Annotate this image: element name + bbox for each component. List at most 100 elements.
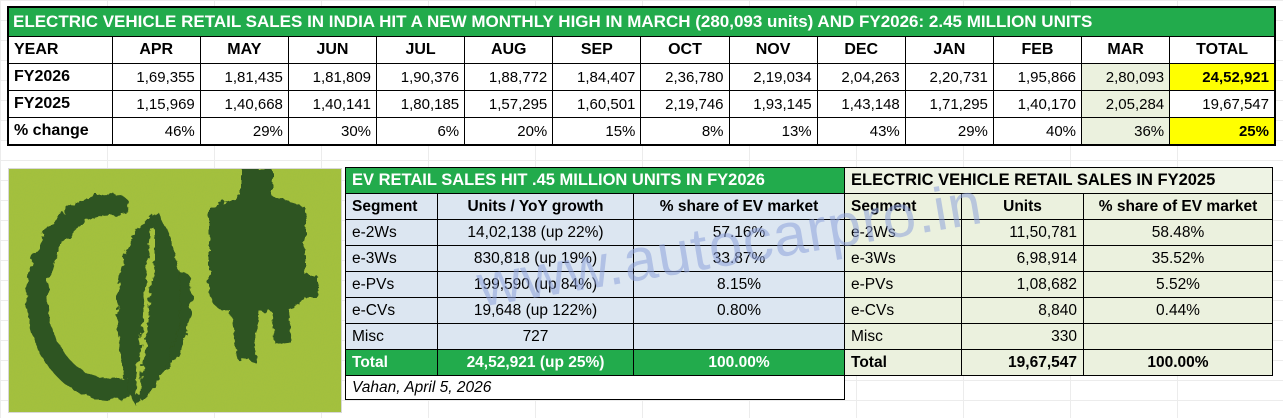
fy2026-table-title: EV RETAIL SALES HIT .45 MILLION UNITS IN… <box>344 167 846 194</box>
fy2025-row-epv: e-PVs 1,08,682 5.52% <box>844 271 1273 298</box>
cell-fy2026-jan: 2,20,731 <box>904 63 994 91</box>
segment-label: e-PVs <box>844 271 962 298</box>
cell-pct-jan: 29% <box>904 117 994 146</box>
cell-pct-total: 25% <box>1169 117 1276 146</box>
share-value: 0.80% <box>632 297 846 324</box>
cell-pct-dec: 43% <box>816 117 906 146</box>
ev-leaf-plug-moss-photo <box>8 168 342 413</box>
cell-fy2026-feb: 1,95,866 <box>992 63 1083 91</box>
cell-pct-jul: 6% <box>376 117 466 146</box>
cell-fy2025-oct: 2,19,746 <box>640 90 730 118</box>
fy2026-row-ecv: e-CVs 19,648 (up 122%) 0.80% <box>345 297 846 324</box>
share-value: 35.52% <box>1083 245 1273 272</box>
table-row-pct-change: % change 46% 29% 30% 6% 20% 15% 8% 13% 4… <box>7 117 1276 146</box>
col-header-may: MAY <box>199 36 289 64</box>
units-value: 1,08,682 <box>961 271 1084 298</box>
col-header-nov: NOV <box>728 36 818 64</box>
cell-pct-nov: 13% <box>728 117 818 146</box>
cell-fy2026-nov: 2,19,034 <box>728 63 818 91</box>
cell-fy2026-may: 1,81,435 <box>199 63 289 91</box>
cell-fy2025-apr: 1,15,969 <box>111 90 201 118</box>
cell-fy2025-jul: 1,80,185 <box>376 90 466 118</box>
total-label: Total <box>844 349 962 376</box>
col-header-jun: JUN <box>287 36 378 64</box>
fy2025-row-ecv: e-CVs 8,840 0.44% <box>844 297 1273 324</box>
fy2025-row-misc: Misc 330 <box>844 323 1273 350</box>
cell-fy2025-feb: 1,40,170 <box>992 90 1083 118</box>
cell-fy2025-may: 1,40,668 <box>199 90 289 118</box>
units-value: 199,590 (up 84%) <box>437 271 634 298</box>
col-header-oct: OCT <box>640 36 730 64</box>
row-label-fy2026: FY2026 <box>7 63 113 91</box>
fy2026-total-row: Total 24,52,921 (up 25%) 100.00% <box>345 349 846 376</box>
row-label-fy2025: FY2025 <box>7 90 113 118</box>
fy2026-col-share: % share of EV market <box>632 193 846 220</box>
units-value: 8,840 <box>961 297 1084 324</box>
cell-pct-aug: 20% <box>464 117 554 146</box>
units-value: 19,648 (up 122%) <box>437 297 634 324</box>
fy2026-col-units: Units / YoY growth <box>437 193 634 220</box>
cell-fy2026-apr: 1,69,355 <box>111 63 201 91</box>
col-header-feb: FEB <box>992 36 1083 64</box>
table-row-fy2026: FY2026 1,69,355 1,81,435 1,81,809 1,90,3… <box>7 63 1276 91</box>
total-share: 100.00% <box>632 349 846 376</box>
table-row-fy2025: FY2025 1,15,969 1,40,668 1,40,141 1,80,1… <box>7 90 1276 118</box>
segment-label: e-2Ws <box>844 219 962 246</box>
cell-fy2025-jan: 1,71,295 <box>904 90 994 118</box>
col-header-total: TOTAL <box>1169 36 1276 64</box>
cell-fy2026-aug: 1,88,772 <box>464 63 554 91</box>
units-value: 11,50,781 <box>961 219 1084 246</box>
segment-label: e-3Ws <box>844 245 962 272</box>
units-value: 14,02,138 (up 22%) <box>437 219 634 246</box>
cell-pct-feb: 40% <box>992 117 1083 146</box>
segment-label: Misc <box>345 323 438 350</box>
fy2025-segment-table: ELECTRIC VEHICLE RETAIL SALES IN FY2025 … <box>844 167 1273 376</box>
cell-fy2026-jul: 1,90,376 <box>376 63 466 91</box>
segment-label: e-2Ws <box>345 219 438 246</box>
fy2025-row-e3w: e-3Ws 6,98,914 35.52% <box>844 245 1273 272</box>
segment-label: Misc <box>844 323 962 350</box>
top-table-header-row: YEAR APR MAY JUN JUL AUG SEP OCT NOV DEC… <box>7 36 1276 64</box>
fy2025-col-share: % share of EV market <box>1083 193 1273 220</box>
col-header-dec: DEC <box>816 36 906 64</box>
fy2025-total-row: Total 19,67,547 100.00% <box>844 349 1273 376</box>
fy2026-row-e3w: e-3Ws 830,818 (up 19%) 33.87% <box>345 245 846 272</box>
share-value <box>1083 323 1273 350</box>
cell-fy2025-sep: 1,60,501 <box>552 90 642 118</box>
source-note: Vahan, April 5, 2026 <box>344 375 846 400</box>
total-label: Total <box>345 349 438 376</box>
share-value <box>632 323 846 350</box>
cell-fy2025-dec: 1,43,148 <box>816 90 906 118</box>
fy2025-header-row: Segment Units % share of EV market <box>844 193 1273 220</box>
row-label-pct-change: % change <box>7 117 113 146</box>
cell-fy2026-dec: 2,04,263 <box>816 63 906 91</box>
cell-pct-oct: 8% <box>640 117 730 146</box>
fy2026-row-e2w: e-2Ws 14,02,138 (up 22%) 57.16% <box>345 219 846 246</box>
cell-pct-apr: 46% <box>111 117 201 146</box>
share-value: 0.44% <box>1083 297 1273 324</box>
fy2026-row-misc: Misc 727 <box>345 323 846 350</box>
share-value: 57.16% <box>632 219 846 246</box>
cell-fy2026-jun: 1,81,809 <box>287 63 378 91</box>
cell-fy2026-oct: 2,36,780 <box>640 63 730 91</box>
segment-label: e-CVs <box>844 297 962 324</box>
segment-label: e-PVs <box>345 271 438 298</box>
cell-fy2026-sep: 1,84,407 <box>552 63 642 91</box>
cell-pct-jun: 30% <box>287 117 378 146</box>
units-value: 727 <box>437 323 634 350</box>
fy2026-segment-table: EV RETAIL SALES HIT .45 MILLION UNITS IN… <box>344 167 846 400</box>
cell-fy2025-jun: 1,40,141 <box>287 90 378 118</box>
col-header-aug: AUG <box>464 36 554 64</box>
col-header-mar: MAR <box>1081 36 1171 64</box>
units-value: 330 <box>961 323 1084 350</box>
monthly-sales-table: ELECTRIC VEHICLE RETAIL SALES IN INDIA H… <box>7 6 1276 146</box>
segment-label: e-CVs <box>345 297 438 324</box>
share-value: 8.15% <box>632 271 846 298</box>
leaf-and-plug-shapes <box>26 169 318 405</box>
col-header-sep: SEP <box>552 36 642 64</box>
top-table-title: ELECTRIC VEHICLE RETAIL SALES IN INDIA H… <box>7 6 1276 37</box>
fy2025-row-e2w: e-2Ws 11,50,781 58.48% <box>844 219 1273 246</box>
segment-label: e-3Ws <box>345 245 438 272</box>
total-units: 24,52,921 (up 25%) <box>437 349 634 376</box>
